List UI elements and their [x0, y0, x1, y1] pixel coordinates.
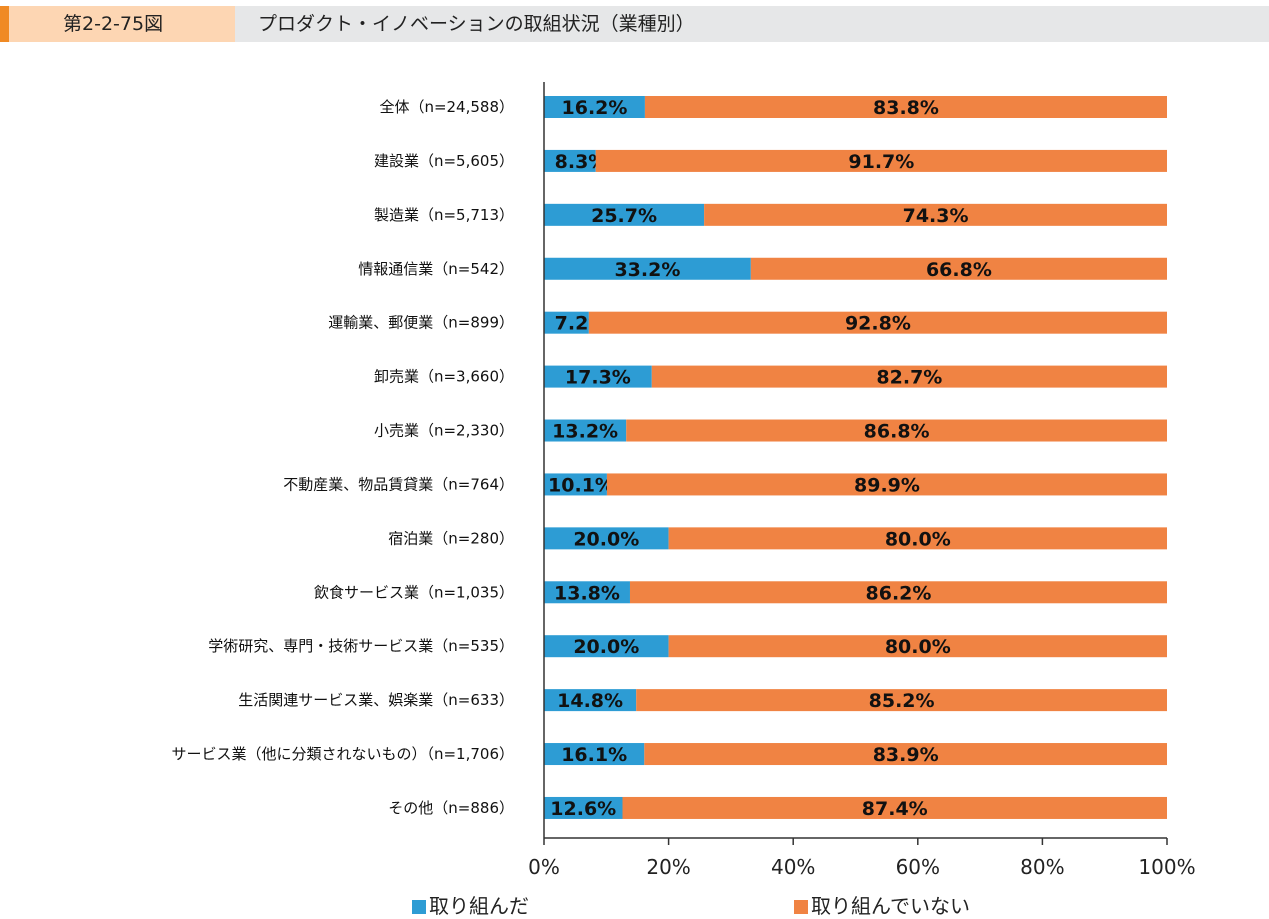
data-label: 8.3%	[555, 151, 608, 173]
bar-segment-done	[544, 365, 652, 388]
category-label: 不動産業、物品賃貸業（n=764）	[283, 475, 514, 493]
x-tick-label: 60%	[896, 855, 940, 879]
category-label: 生活関連サービス業、娯楽業（n=633）	[238, 691, 514, 709]
data-label: 16.1%	[561, 744, 627, 766]
data-label: 89.9%	[854, 474, 920, 496]
x-tick-label: 0%	[528, 855, 560, 879]
bar-segment-not-done	[651, 365, 1167, 388]
data-label: 86.8%	[864, 421, 930, 443]
bar-segment-not-done	[636, 689, 1167, 712]
bar-segment-not-done	[626, 419, 1167, 442]
bar-segment-done	[544, 743, 645, 766]
category-label: 運輸業、郵便業（n=899）	[328, 314, 514, 332]
data-label: 80.0%	[885, 528, 951, 550]
category-label: 小売業（n=2,330）	[374, 422, 514, 440]
bar-segment-not-done	[622, 796, 1167, 819]
bar-segment-done	[544, 96, 645, 118]
data-label: 17.3%	[565, 367, 631, 389]
category-label: 卸売業（n=3,660）	[374, 368, 514, 386]
bar-segment-done	[544, 796, 623, 819]
x-tick-label: 40%	[771, 855, 815, 879]
bar-segment-done	[544, 527, 669, 550]
category-label: 学術研究、専門・技術サービス業（n=535）	[208, 637, 514, 655]
data-label: 16.2%	[562, 97, 628, 119]
bar-segment-not-done	[629, 581, 1167, 604]
bar-segment-done	[544, 203, 705, 226]
bar-segment-not-done	[588, 311, 1167, 334]
category-label: 製造業（n=5,713）	[374, 206, 514, 224]
category-label: 情報通信業（n=542）	[358, 260, 514, 278]
data-label: 20.0%	[573, 636, 639, 658]
data-label: 83.9%	[873, 744, 939, 766]
data-label: 25.7%	[591, 205, 657, 227]
data-label: 10.1%	[548, 474, 614, 496]
x-tick-label: 80%	[1020, 855, 1064, 879]
data-label: 12.6%	[550, 798, 616, 820]
data-label: 13.2%	[552, 421, 618, 443]
bar-segment-done	[544, 473, 607, 496]
x-tick-label: 20%	[646, 855, 690, 879]
category-label: 宿泊業（n=280）	[388, 529, 514, 547]
data-label: 82.7%	[876, 367, 942, 389]
bar-segment-not-done	[606, 473, 1167, 496]
bar-segment-not-done	[668, 635, 1167, 658]
bar-segment-done	[544, 581, 630, 604]
bar-segment-not-done	[644, 743, 1167, 766]
figure-title: プロダクト・イノベーションの取組状況（業種別）	[258, 13, 695, 35]
legend-swatch	[794, 900, 808, 914]
bar-segment-done	[544, 419, 627, 442]
category-label: 全体（n=24,588）	[379, 98, 514, 116]
data-label: 87.4%	[862, 798, 928, 820]
category-label: その他（n=886）	[388, 799, 514, 817]
bar-segment-done	[544, 257, 751, 280]
data-label: 13.8%	[554, 582, 620, 604]
data-label: 86.2%	[866, 582, 932, 604]
bar-segment-done	[544, 635, 669, 658]
data-label: 91.7%	[848, 151, 914, 173]
data-label: 20.0%	[573, 528, 639, 550]
bar-segment-not-done	[595, 149, 1167, 172]
bar-segment-done	[544, 149, 596, 172]
data-label: 14.8%	[557, 690, 623, 712]
data-label: 92.8%	[845, 313, 911, 335]
legend-label: 取り組んでいない	[811, 894, 970, 918]
figure-number: 第2-2-75図	[9, 6, 235, 42]
category-label: 建設業（n=5,605）	[374, 152, 514, 170]
data-label: 85.2%	[869, 690, 935, 712]
x-tick-label: 100%	[1138, 855, 1195, 879]
bar-segment-not-done	[704, 203, 1167, 226]
category-label: 飲食サービス業（n=1,035）	[314, 583, 514, 601]
data-label: 33.2%	[614, 259, 680, 281]
data-label: 74.3%	[903, 205, 969, 227]
bar-segment-done	[544, 311, 589, 334]
data-label: 83.8%	[873, 97, 939, 119]
header-accent-stripe	[0, 6, 9, 42]
bar-segment-not-done	[644, 96, 1167, 118]
figure-header: 第2-2-75図 プロダクト・イノベーションの取組状況（業種別）	[0, 6, 1269, 42]
data-label: 80.0%	[885, 636, 951, 658]
bar-segment-not-done	[668, 527, 1167, 550]
category-label: サービス業（他に分類されないもの）（n=1,706）	[171, 745, 514, 763]
legend-swatch	[412, 900, 426, 914]
data-label: 66.8%	[926, 259, 992, 281]
legend-label: 取り組んだ	[429, 894, 529, 918]
bar-segment-not-done	[750, 257, 1167, 280]
bar-segment-done	[544, 689, 637, 712]
